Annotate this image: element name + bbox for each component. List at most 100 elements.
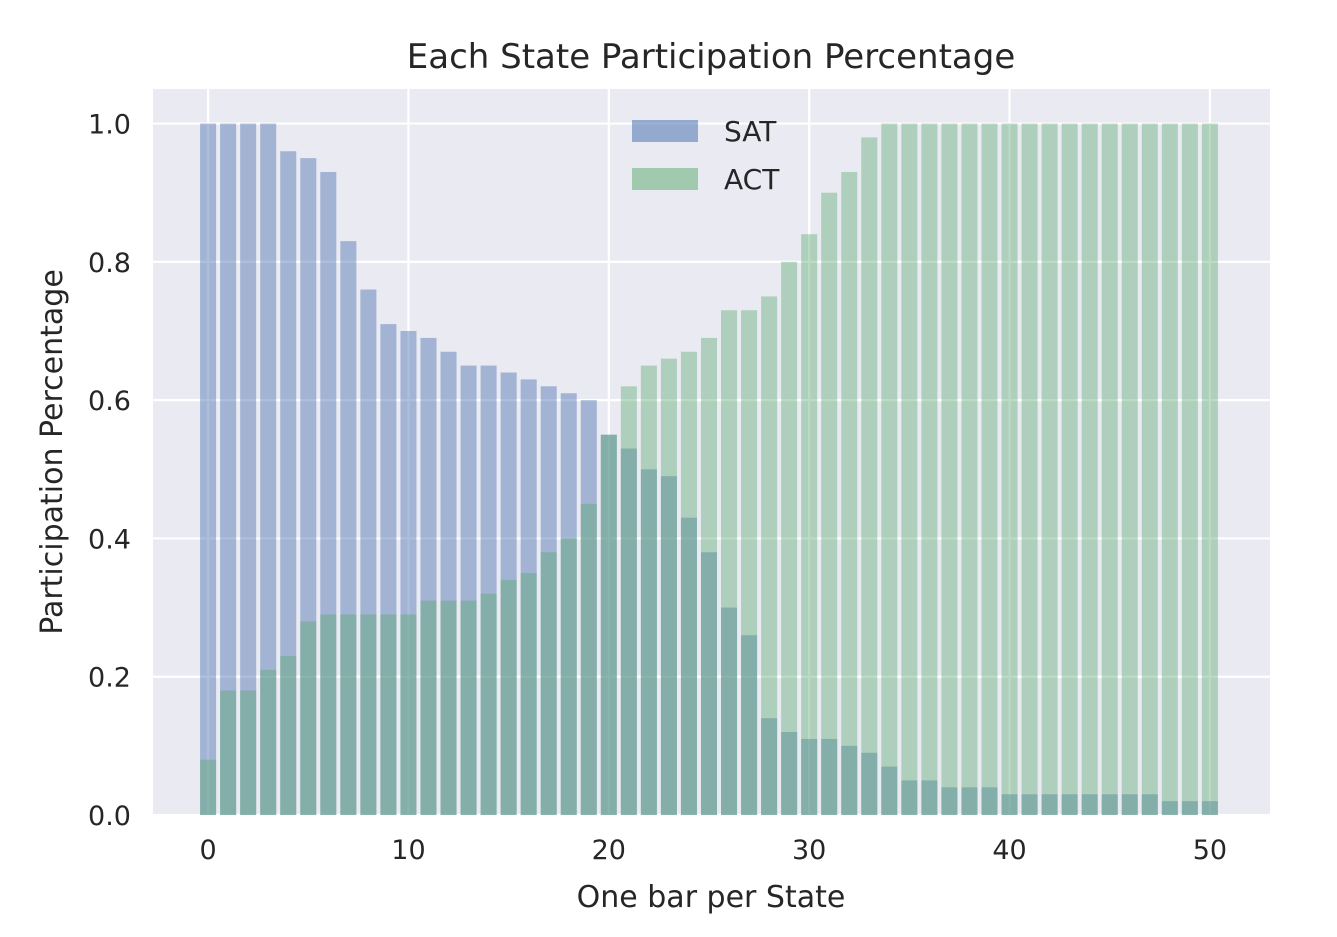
sat-bar-14 <box>480 365 497 815</box>
act-bar-33 <box>861 137 878 815</box>
act-bar-9 <box>380 614 397 815</box>
sat-bar-6 <box>320 171 337 815</box>
sat-bar-4 <box>280 151 297 815</box>
act-bar-22 <box>640 365 657 815</box>
y-tick-labels: 0.0 0.2 0.4 0.6 0.8 1.0 <box>88 110 131 832</box>
sat-bar-12 <box>440 351 457 815</box>
sat-bar-22 <box>640 469 657 815</box>
sat-bar-19 <box>580 400 597 815</box>
act-bar-15 <box>500 579 517 815</box>
act-bar-37 <box>941 123 958 816</box>
act-bar-14 <box>480 593 497 815</box>
sat-bar-43 <box>1061 794 1078 815</box>
act-bar-44 <box>1081 123 1098 816</box>
act-bar-26 <box>721 310 738 815</box>
act-bar-10 <box>400 614 417 815</box>
y-tick-label: 1.0 <box>88 110 131 141</box>
sat-bar-35 <box>901 780 918 815</box>
x-tick-label: 50 <box>1193 835 1227 866</box>
act-bar-21 <box>620 386 637 815</box>
sat-bar-50 <box>1201 801 1218 815</box>
sat-bar-8 <box>360 289 377 815</box>
sat-bar-0 <box>200 123 217 816</box>
act-bar-45 <box>1101 123 1118 816</box>
sat-bar-29 <box>781 732 798 815</box>
x-tick-label: 10 <box>391 835 425 866</box>
sat-bar-32 <box>841 745 858 815</box>
legend: SAT ACT <box>632 115 780 196</box>
sat-bar-33 <box>861 752 878 815</box>
sat-bar-9 <box>380 324 397 815</box>
sat-bar-31 <box>821 738 838 815</box>
sat-bar-30 <box>801 738 818 815</box>
sat-bar-16 <box>520 379 537 815</box>
act-bar-48 <box>1161 123 1178 816</box>
sat-bar-26 <box>721 607 738 815</box>
y-tick-label: 0.8 <box>88 248 131 279</box>
x-tick-label: 0 <box>200 835 217 866</box>
act-bar-19 <box>580 503 597 815</box>
sat-bar-24 <box>680 517 697 815</box>
sat-bar-36 <box>921 780 938 815</box>
x-axis-label: One bar per State <box>577 880 846 915</box>
sat-bar-40 <box>1001 794 1018 815</box>
x-tick-label: 20 <box>592 835 626 866</box>
y-tick-label: 0.2 <box>88 663 131 694</box>
act-bar-30 <box>801 234 818 815</box>
y-tick-label: 0.4 <box>88 524 131 555</box>
sat-bar-7 <box>340 241 357 816</box>
act-bar-40 <box>1001 123 1018 816</box>
sat-bar-20 <box>600 434 617 815</box>
act-bar-34 <box>881 123 898 816</box>
act-bar-8 <box>360 614 377 815</box>
sat-bar-21 <box>620 448 637 815</box>
act-bar-50 <box>1201 123 1218 816</box>
sat-bar-25 <box>700 552 718 815</box>
sat-bar-41 <box>1021 794 1038 815</box>
act-bar-35 <box>901 123 918 816</box>
series-sat <box>200 123 1218 816</box>
act-bar-43 <box>1061 123 1078 816</box>
act-bar-3 <box>260 669 277 815</box>
y-tick-label: 0.6 <box>88 386 131 417</box>
sat-bar-11 <box>420 337 437 815</box>
act-bar-29 <box>781 261 798 815</box>
sat-bar-47 <box>1141 794 1158 815</box>
sat-bar-10 <box>400 331 417 815</box>
act-bar-24 <box>680 351 697 815</box>
act-bar-20 <box>600 434 617 815</box>
y-axis-label: Participation Percentage <box>35 269 70 635</box>
x-tick-labels: 0 10 20 30 40 50 <box>200 835 1228 866</box>
sat-bar-28 <box>761 718 778 815</box>
act-bar-31 <box>821 192 838 815</box>
act-bar-41 <box>1021 123 1038 816</box>
sat-bar-5 <box>300 158 317 816</box>
act-bar-25 <box>700 337 718 815</box>
sat-bar-15 <box>500 372 517 815</box>
legend-label-act: ACT <box>724 163 780 196</box>
act-bar-18 <box>560 538 577 815</box>
act-bar-38 <box>961 123 978 816</box>
act-bar-11 <box>420 600 437 815</box>
act-bar-5 <box>300 621 317 815</box>
sat-bar-42 <box>1041 794 1058 815</box>
sat-bar-34 <box>881 766 898 815</box>
act-bar-42 <box>1041 123 1058 816</box>
act-bar-13 <box>460 600 477 815</box>
plot-area <box>153 89 1270 815</box>
act-bar-49 <box>1181 123 1198 816</box>
act-bar-4 <box>280 655 297 815</box>
sat-bar-23 <box>660 476 677 815</box>
bars <box>200 123 1218 816</box>
act-bar-28 <box>761 296 778 815</box>
act-bar-36 <box>921 123 938 816</box>
act-bar-23 <box>660 358 677 815</box>
sat-bar-39 <box>981 787 998 815</box>
sat-bar-27 <box>741 635 758 815</box>
sat-bar-13 <box>460 365 477 815</box>
legend-swatch-act <box>632 168 698 190</box>
sat-bar-3 <box>260 123 277 816</box>
sat-bar-18 <box>560 393 577 815</box>
chart-title: Each State Participation Percentage <box>407 37 1016 77</box>
